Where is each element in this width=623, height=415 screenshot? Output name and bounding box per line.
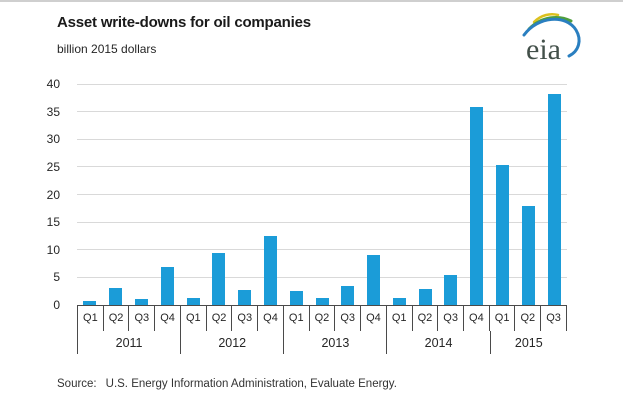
bar-2015-Q2 [521,205,535,305]
y-tick-label-20: 20 [46,187,60,202]
chart-title: Asset write-downs for oil companies [57,14,311,31]
year-label-2015: 2015 [489,331,567,354]
y-tick-label-30: 30 [46,132,60,147]
year-label-2013: 2013 [283,331,386,354]
logo-yellow-swoosh [532,13,560,24]
source-value: U.S. Energy Information Administration, … [105,378,397,390]
quarter-label-2015-Q2: Q2 [514,305,540,331]
x-axis-line [77,305,567,306]
quarter-label-2015-Q1: Q1 [488,305,515,331]
gridline-10 [77,249,567,251]
bar-2013-Q1 [289,291,303,305]
bar-2011-Q4 [160,267,174,305]
y-tick-label-25: 25 [46,159,60,174]
logo-text: eia [526,33,561,66]
y-tick-label-0: 0 [53,298,60,312]
bar-2012-Q2 [212,252,226,305]
chart-unit-label: billion 2015 dollars [57,42,157,56]
quarter-label-2011-Q2: Q2 [102,305,129,331]
quarter-label-2014-Q2: Q2 [411,305,438,331]
plot-area [77,83,567,306]
quarter-label-2012-Q2: Q2 [205,305,232,331]
x-axis-year-labels: 2011 2012 2013 2014 2015 [77,331,567,354]
bar-2011-Q3 [134,298,148,305]
year-label-2014: 2014 [386,331,489,354]
source-text: Source: U.S. Energy Information Administr… [57,378,397,390]
source-label: Source: [57,378,97,390]
gridline-5 [77,276,567,278]
gridline-30 [77,138,567,140]
bar-2011-Q1 [83,301,97,305]
quarter-label-2015-Q3: Q3 [540,305,567,331]
eia-logo-graphic: eia [522,13,581,66]
gridline-35 [77,111,567,113]
bar-2015-Q1 [496,165,510,305]
eia-logo: eia [514,8,586,68]
gridline-20 [77,194,567,195]
bar-2014-Q1 [392,298,406,305]
bar-2011-Q2 [109,288,123,305]
quarter-label-2013-Q4: Q4 [360,305,386,331]
quarter-label-2012-Q3: Q3 [231,305,257,331]
quarter-label-2012-Q4: Q4 [257,305,283,331]
quarter-label-2013-Q2: Q2 [308,305,335,331]
bar-2013-Q4 [367,254,381,305]
quarter-label-2013-Q1: Q1 [282,305,309,331]
gridline-15 [77,221,567,223]
bar-2012-Q1 [186,298,200,305]
bar-2014-Q3 [444,275,458,305]
bar-2014-Q2 [418,288,432,305]
y-tick-label-35: 35 [46,104,60,119]
window-top-border [0,0,623,2]
quarter-label-2011-Q4: Q4 [154,305,180,331]
gridline-40 [77,83,567,85]
year-label-2011: 2011 [77,331,180,354]
logo-blue-swoosh [522,17,581,58]
y-tick-label-10: 10 [46,242,60,257]
bar-2013-Q3 [341,286,355,305]
quarter-label-2013-Q3: Q3 [334,305,360,331]
bar-2012-Q4 [263,235,277,305]
y-tick-label-40: 40 [46,77,60,91]
bar-2014-Q4 [470,107,484,305]
bar-2015-Q3 [547,93,561,305]
quarter-label-2011-Q1: Q1 [77,305,103,331]
y-axis-labels: 0 5 10 15 20 25 30 35 40 [10,77,60,312]
quarter-label-2014-Q3: Q3 [437,305,463,331]
bar-2013-Q2 [315,298,329,305]
gridline-25 [77,166,567,168]
quarter-label-2011-Q3: Q3 [128,305,154,331]
y-tick-label-15: 15 [46,215,60,230]
year-label-2012: 2012 [180,331,283,354]
quarter-label-2012-Q1: Q1 [179,305,206,331]
x-axis-quarter-labels: Q1 Q2 Q3 Q4 Q1 Q2 Q3 Q4 Q1 Q2 Q3 Q4 Q1 Q2 Q3 Q4 Q1 Q2 Q3 [77,305,567,331]
y-tick-label-5: 5 [53,270,60,285]
bar-2012-Q3 [238,289,252,305]
quarter-label-2014-Q1: Q1 [385,305,412,331]
quarter-label-2014-Q4: Q4 [463,305,489,331]
